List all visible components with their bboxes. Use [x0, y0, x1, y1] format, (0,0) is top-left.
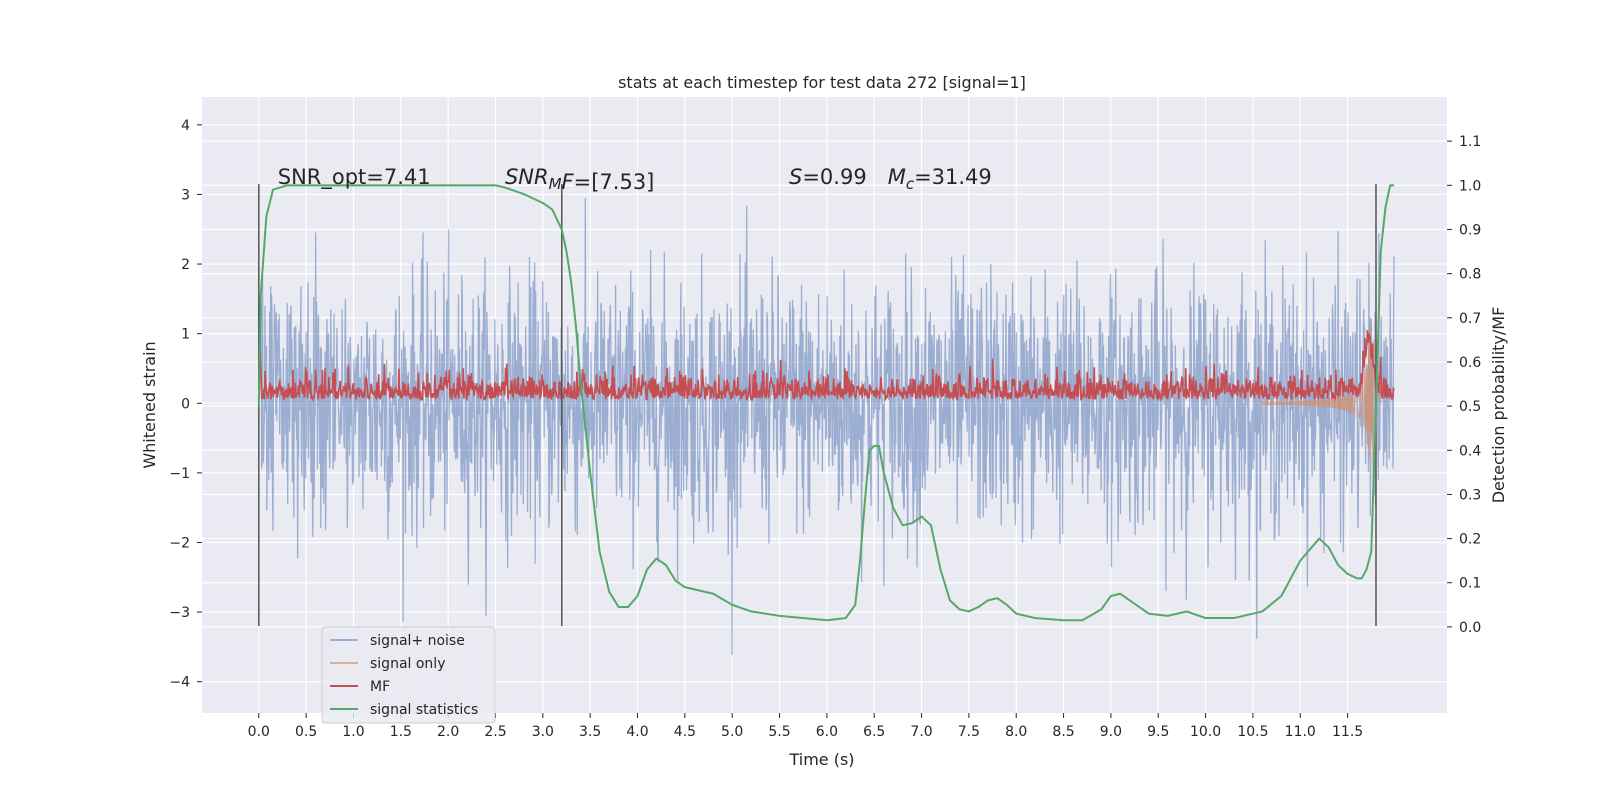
x-tick-label: 6.0: [816, 724, 838, 740]
y2-tick-label: 1.1: [1459, 134, 1481, 150]
y2-tick-label: 0.9: [1459, 222, 1481, 238]
x-tick-label: 3.5: [579, 724, 601, 740]
x-axis-label: Time (s): [788, 750, 854, 769]
x-tick-label: 6.5: [863, 724, 885, 740]
y2-tick-label: 0.4: [1459, 443, 1481, 459]
x-tick-label: 7.0: [910, 724, 932, 740]
y-tick-label: 2: [181, 257, 190, 273]
x-tick-label: 3.0: [532, 724, 554, 740]
series-line: [257, 184, 1394, 622]
mf-layer: [258, 308, 1395, 403]
annotation-snr-mf: SNRMF=[7.53]: [505, 165, 654, 194]
x-tick-label: 2.5: [484, 724, 506, 740]
x-tick-label: 11.0: [1285, 724, 1316, 740]
annotation-layer: SNR_opt=7.41 SNRMF=[7.53] S=0.99 Mc=31.49: [278, 165, 992, 194]
y-tick-label: −2: [169, 535, 190, 551]
x-tick-label: 4.0: [626, 724, 648, 740]
chart-title: stats at each timestep for test data 272…: [618, 73, 1026, 92]
x-tick-label: 0.0: [248, 724, 270, 740]
y2-tick-label: 1.0: [1459, 178, 1481, 194]
y-tick-label: −3: [169, 605, 190, 621]
y2-tick-label: 0.1: [1459, 576, 1481, 592]
y-tick-label: 3: [181, 187, 190, 203]
legend-label: signal statistics: [370, 702, 478, 718]
x-tick-label: 1.0: [342, 724, 364, 740]
x-tick-label: 8.0: [1005, 724, 1027, 740]
y2-tick-label: 0.5: [1459, 399, 1481, 415]
legend-label: signal+ noise: [370, 633, 465, 649]
x-tick-label: 9.5: [1147, 724, 1169, 740]
y-tick-label: 0: [181, 396, 190, 412]
x-tick-label: 4.5: [674, 724, 696, 740]
x-tick-label: 10.0: [1190, 724, 1221, 740]
y2-tick-label: 0.3: [1459, 487, 1481, 503]
x-tick-label: 5.5: [768, 724, 790, 740]
y-tick-label: 1: [181, 327, 190, 343]
x-tick-label: 0.5: [295, 724, 317, 740]
signal-only-layer: [1261, 323, 1382, 469]
x-tick-label: 11.5: [1332, 724, 1363, 740]
x-tick-label: 1.5: [390, 724, 412, 740]
y-tick-label: −1: [169, 466, 190, 482]
legend-label: signal only: [370, 656, 445, 672]
y2-axis-label: Detection probability/MF: [1489, 307, 1508, 504]
signal-statistics-layer: [257, 184, 1394, 622]
y-axis-label: Whitened strain: [140, 341, 159, 468]
legend-label: MF: [370, 679, 390, 695]
x-tick-label: 5.0: [721, 724, 743, 740]
legend-box: [321, 626, 496, 724]
legend: signal+ noise signal only MF signal statist…: [321, 626, 496, 724]
x-tick-label: 8.5: [1052, 724, 1074, 740]
annotation-snr-opt: SNR_opt=7.41: [278, 165, 431, 190]
y-tick-label: 4: [181, 118, 190, 134]
y2-tick-label: 0.2: [1459, 532, 1481, 548]
x-tick-label: 2.0: [437, 724, 459, 740]
x-tick-label: 7.5: [958, 724, 980, 740]
annotation-s-mc: S=0.99 Mc=31.49: [789, 165, 992, 193]
y2-tick-label: 0.0: [1459, 620, 1481, 636]
y2-tick-label: 0.6: [1459, 355, 1481, 371]
y-tick-label: −4: [169, 675, 190, 691]
x-tick-label: 9.0: [1100, 724, 1122, 740]
y2-tick-label: 0.8: [1459, 267, 1481, 283]
series-line: [258, 308, 1395, 403]
tick-layer: 0.0 0.5 1.0 1.5 2.0 2.5 3.0 3.5 4.0 4.5 5.0 5.5 6.0 6…: [169, 118, 1481, 740]
y2-tick-label: 0.7: [1459, 311, 1481, 327]
series-line: [1261, 323, 1382, 469]
x-tick-label: 10.5: [1237, 724, 1268, 740]
